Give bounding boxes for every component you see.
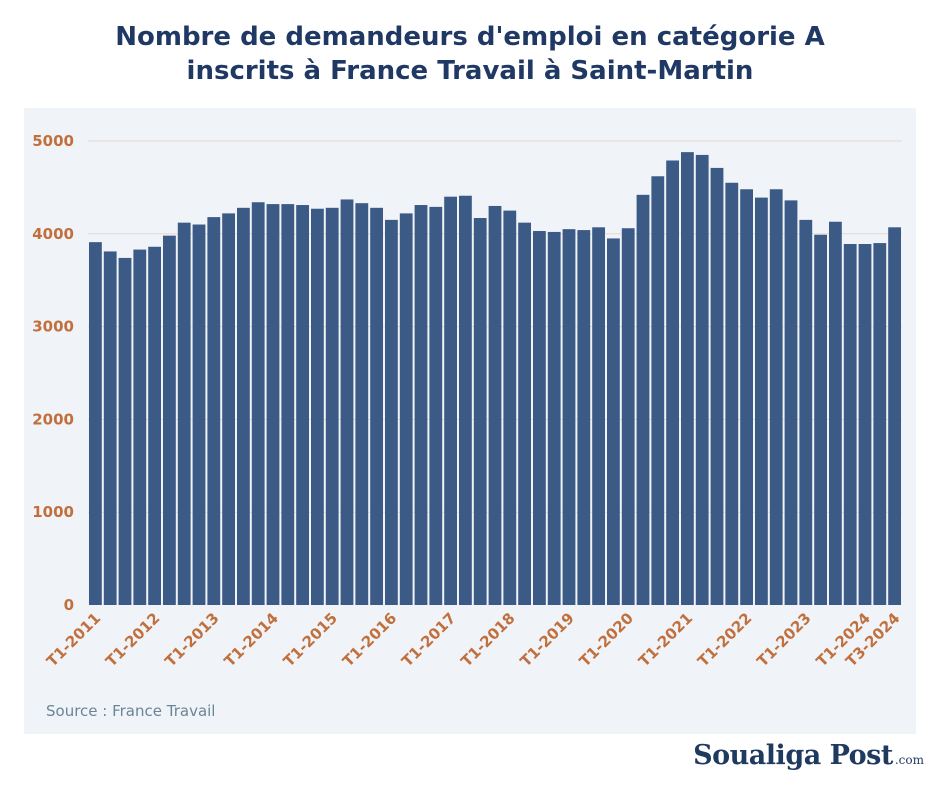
y-tick-label: 4000 bbox=[32, 225, 74, 243]
bar bbox=[607, 238, 620, 605]
bar bbox=[266, 204, 280, 605]
bar bbox=[666, 160, 679, 606]
bar bbox=[385, 219, 398, 605]
bar bbox=[547, 231, 561, 605]
bar bbox=[207, 217, 221, 605]
bar bbox=[89, 242, 102, 605]
x-tick-label: T1-2011 bbox=[43, 609, 104, 670]
x-tick-label: T1-2020 bbox=[576, 609, 637, 670]
bar bbox=[740, 189, 753, 605]
bar bbox=[784, 200, 798, 605]
bar bbox=[533, 231, 546, 605]
bar bbox=[799, 219, 813, 605]
y-tick-label: 0 bbox=[64, 596, 74, 614]
bar bbox=[163, 235, 176, 605]
bar bbox=[192, 224, 206, 605]
bar bbox=[222, 213, 235, 605]
bar bbox=[281, 204, 295, 605]
logo-suffix-text: .com bbox=[894, 753, 924, 767]
bar bbox=[577, 230, 591, 605]
bar bbox=[755, 197, 768, 606]
x-tick-label: T1-2016 bbox=[339, 609, 400, 670]
x-tick-label: T1-2022 bbox=[694, 609, 755, 670]
x-tick-label: T1-2014 bbox=[221, 609, 282, 670]
bar bbox=[518, 222, 531, 605]
bar bbox=[429, 206, 443, 605]
logo-main-text: Soualiga Post bbox=[693, 740, 893, 771]
bar bbox=[311, 208, 324, 605]
bar bbox=[695, 154, 709, 606]
source-note: Source : France Travail bbox=[46, 702, 216, 720]
bar bbox=[340, 199, 354, 605]
x-tick-label: T1-2019 bbox=[517, 609, 578, 670]
bar-chart: 010002000300040005000T1-2011T1-2012T1-20… bbox=[32, 132, 903, 670]
bar bbox=[829, 221, 842, 605]
bar bbox=[503, 210, 517, 605]
soualiga-post-logo: Soualiga Post .com bbox=[693, 740, 924, 771]
bar bbox=[414, 205, 428, 605]
bar bbox=[370, 207, 383, 605]
bar bbox=[177, 222, 191, 605]
bar bbox=[251, 202, 265, 605]
y-tick-label: 2000 bbox=[32, 410, 74, 428]
x-tick-label: T1-2023 bbox=[753, 609, 814, 670]
bar bbox=[459, 195, 472, 605]
y-tick-label: 3000 bbox=[32, 318, 74, 336]
bar bbox=[355, 203, 369, 605]
chart-title-line-2: inscrits à France Travail à Saint-Martin bbox=[186, 56, 754, 86]
bar bbox=[562, 229, 576, 605]
bar bbox=[888, 227, 901, 606]
bar bbox=[473, 218, 487, 605]
bar bbox=[103, 251, 117, 605]
x-tick-label: T1-2018 bbox=[457, 609, 518, 670]
bar bbox=[858, 244, 872, 605]
chart-title-line-1: Nombre de demandeurs d'emploi en catégor… bbox=[115, 22, 825, 52]
bar bbox=[148, 246, 161, 606]
y-tick-label: 1000 bbox=[32, 503, 74, 521]
bar bbox=[399, 213, 413, 605]
bar bbox=[725, 182, 739, 605]
bar bbox=[636, 194, 650, 605]
bar bbox=[118, 257, 132, 605]
x-tick-label: T1-2013 bbox=[161, 609, 222, 670]
bar bbox=[592, 227, 605, 606]
bar bbox=[325, 207, 339, 605]
bar bbox=[488, 205, 502, 605]
y-tick-label: 5000 bbox=[32, 132, 74, 150]
bar bbox=[814, 234, 827, 605]
x-tick-label: T1-2017 bbox=[398, 609, 459, 670]
bar bbox=[681, 152, 694, 605]
bar bbox=[621, 228, 635, 605]
bar bbox=[237, 207, 250, 605]
chart-panel: 0 1000 2000 3000 4000 5000 T1-2011 T1-2012 T1-20… bbox=[24, 108, 916, 734]
bar bbox=[710, 167, 724, 605]
x-tick-label: T1-2021 bbox=[635, 609, 696, 670]
bar bbox=[873, 243, 887, 605]
bar bbox=[651, 176, 665, 605]
bar bbox=[444, 196, 457, 605]
bar bbox=[133, 249, 147, 605]
x-tick-label: T1-2015 bbox=[280, 609, 341, 670]
bar bbox=[769, 189, 783, 605]
bar bbox=[296, 205, 309, 605]
x-tick-label: T1-2012 bbox=[102, 609, 163, 670]
bar bbox=[843, 244, 857, 605]
